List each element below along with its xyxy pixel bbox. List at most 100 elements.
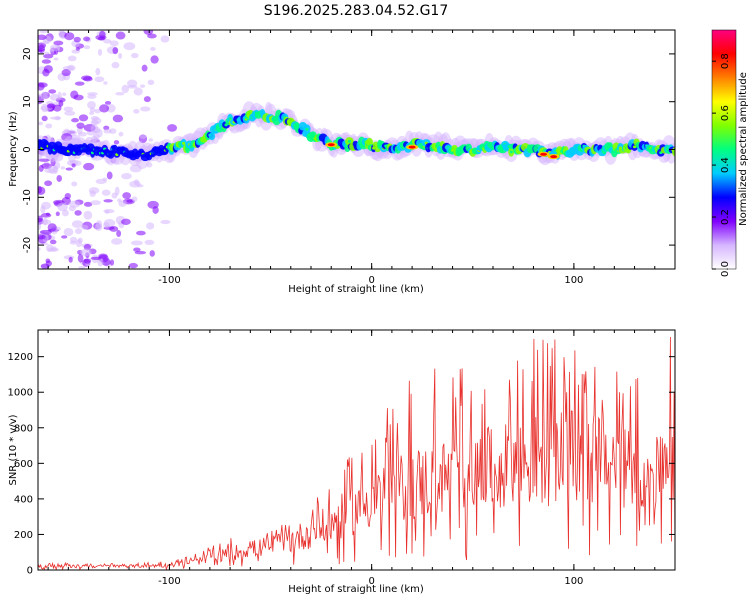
noise-blob: [90, 200, 101, 206]
figure-title: S196.2025.283.04.52.G17: [264, 3, 449, 19]
colorbar-ticks: 0.0 0.2 0.4 0.6 0.8: [712, 53, 731, 277]
spectrogram-y-label: Frequency (Hz): [8, 111, 19, 187]
noise-blob: [80, 224, 89, 230]
noise-blob: [160, 219, 171, 225]
noise-blob: [114, 186, 120, 196]
noise-blob: [97, 48, 103, 56]
noise-blob: [38, 185, 42, 194]
noise-blob: [103, 219, 116, 228]
noise-blob: [74, 81, 85, 86]
snr-x-label: Height of straight line (km): [288, 584, 424, 595]
noise-blob: [103, 38, 112, 44]
snr-series-line: [38, 336, 675, 570]
noise-blob: [90, 116, 99, 121]
noise-blob: [41, 91, 49, 96]
noise-blob: [97, 257, 104, 267]
noise-blob: [112, 114, 124, 123]
noise-blob: [103, 199, 113, 203]
noise-blob: [112, 47, 119, 55]
noise-blob: [140, 106, 151, 112]
noise-blob: [80, 248, 92, 257]
noise-blob: [109, 226, 119, 232]
noise-blob: [111, 238, 123, 245]
noise-blob: [42, 217, 48, 226]
spec-x-tick-label: -100: [158, 275, 181, 286]
noise-blob: [94, 108, 101, 114]
ridge-core: [228, 117, 232, 120]
noise-blob: [109, 40, 119, 47]
snr-y-tick-label: 600: [14, 459, 33, 470]
noise-blob: [68, 256, 73, 263]
noise-blob: [47, 223, 57, 232]
spec-x-tick-label: 0: [368, 275, 374, 286]
noise-blob: [67, 64, 76, 72]
noise-blob: [71, 220, 84, 228]
noise-blob: [54, 116, 61, 121]
noise-blob: [99, 104, 110, 113]
noise-blob: [90, 256, 102, 260]
noise-blob: [38, 215, 43, 223]
noise-blob: [95, 67, 101, 76]
noise-blob: [56, 174, 63, 182]
noise-blob: [103, 209, 115, 214]
noise-blob: [71, 118, 80, 123]
noise-blob: [106, 104, 116, 113]
ridge-core: [509, 150, 513, 154]
noise-blob: [64, 110, 76, 116]
colorbar-tick-label: 0.6: [720, 105, 731, 121]
noise-blob: [63, 106, 74, 112]
spec-x-tick-label: 100: [564, 275, 583, 286]
snr-y-tick-label: 400: [14, 494, 33, 505]
noise-blob: [111, 61, 120, 69]
noise-blob: [104, 100, 112, 105]
noise-blob: [55, 211, 60, 217]
noise-blob: [61, 209, 69, 217]
noise-blob: [121, 84, 130, 94]
noise-blob: [38, 49, 43, 53]
snr-x-tick-label: -100: [158, 576, 181, 587]
noise-blob: [130, 240, 143, 246]
noise-blob: [48, 89, 57, 94]
noise-blob: [103, 81, 108, 85]
noise-blob: [68, 205, 76, 212]
noise-blob: [115, 31, 126, 40]
noise-blob: [71, 181, 78, 187]
noise-blob: [167, 124, 178, 132]
colorbar-tick-label: 0.0: [720, 261, 731, 277]
noise-blob: [46, 103, 56, 109]
noise-blob: [38, 34, 47, 40]
snr-x-tick-label: 0: [368, 576, 374, 587]
noise-blob: [38, 158, 50, 162]
noise-blob: [123, 42, 136, 51]
noise-blob: [50, 44, 60, 52]
ridge-core: [182, 141, 186, 145]
noise-blob: [41, 115, 48, 122]
noise-blob: [149, 250, 155, 257]
noise-blob: [139, 84, 146, 88]
spec-y-tick-label: -20: [22, 237, 33, 253]
noise-blob: [43, 51, 50, 55]
noise-blob: [99, 30, 106, 39]
noise-blob: [61, 69, 71, 77]
spectral-peak-core: [540, 152, 548, 156]
ridge-core: [368, 140, 372, 144]
noise-blob: [89, 107, 96, 113]
colorbar-tick-label: 0.2: [720, 209, 731, 225]
snr-y-tick-label: 1000: [8, 388, 33, 399]
noise-blob: [74, 210, 82, 216]
snr-y-tick-label: 200: [14, 530, 33, 541]
noise-blob: [144, 239, 155, 245]
noise-blob: [90, 120, 99, 126]
noise-blob: [38, 247, 41, 251]
ridge-core: [305, 127, 309, 131]
noise-blob: [43, 65, 53, 73]
noise-blob: [94, 76, 105, 83]
noise-blob: [64, 32, 75, 41]
noise-blob: [148, 138, 154, 142]
noise-blob: [87, 101, 96, 109]
ridge-core: [347, 139, 352, 143]
snr-y-tick-label: 800: [14, 423, 33, 434]
noise-blob: [83, 36, 91, 42]
noise-blob: [77, 253, 84, 263]
